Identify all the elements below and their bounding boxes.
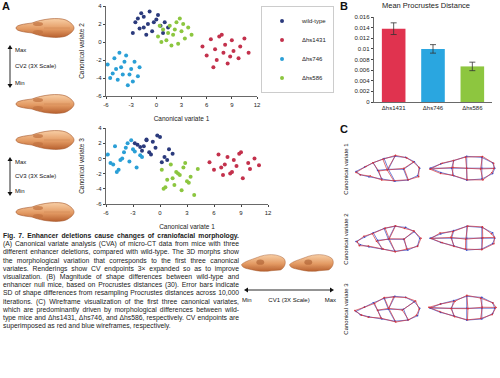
svg-text:6: 6 — [205, 102, 209, 108]
svg-text:-6: -6 — [96, 201, 102, 207]
svg-text:Canonical variate 1: Canonical variate 1 — [154, 115, 210, 122]
svg-text:0: 0 — [158, 210, 162, 216]
svg-text:0: 0 — [155, 102, 159, 108]
svg-text:Canonical variate 1: Canonical variate 1 — [343, 143, 349, 195]
svg-text:6: 6 — [212, 210, 216, 216]
svg-text:Min: Min — [15, 188, 25, 194]
svg-text:2: 2 — [98, 21, 102, 27]
svg-text:CV1 (3X Scale): CV1 (3X Scale) — [268, 297, 309, 303]
svg-text:Canonical variate 3: Canonical variate 3 — [343, 283, 349, 335]
svg-text:9: 9 — [230, 102, 234, 108]
svg-text:Min: Min — [15, 80, 25, 86]
svg-text:3: 3 — [185, 210, 189, 216]
svg-text:-3: -3 — [130, 210, 136, 216]
svg-text:4: 4 — [98, 125, 102, 131]
svg-text:Min: Min — [242, 297, 252, 303]
svg-text:Δhs746: Δhs746 — [423, 105, 444, 111]
svg-text:0.014: 0.014 — [354, 25, 370, 31]
svg-text:0.016: 0.016 — [354, 14, 370, 20]
svg-text:0: 0 — [98, 156, 102, 162]
svg-text:Δhs586: Δhs586 — [302, 75, 323, 81]
svg-text:0.006: 0.006 — [354, 67, 370, 73]
svg-text:CV2 (3X Scale): CV2 (3X Scale) — [15, 63, 56, 69]
svg-text:-2: -2 — [96, 171, 102, 177]
html-text:Fig. 7. Enhancer deletions cau: Fig. 7. Enhancer deletions cause changes… — [3, 232, 239, 239]
svg-text:-6: -6 — [103, 210, 109, 216]
svg-text:Max: Max — [325, 297, 336, 303]
svg-text:Max: Max — [15, 47, 26, 53]
svg-text:2: 2 — [98, 140, 102, 146]
svg-text:-3: -3 — [128, 102, 134, 108]
svg-text:12: 12 — [254, 102, 261, 108]
svg-text:Canonical variate 1: Canonical variate 1 — [159, 223, 215, 230]
svg-text:Δhs586: Δhs586 — [462, 105, 483, 111]
svg-text:0.01: 0.01 — [358, 46, 370, 52]
svg-text:wild-type: wild-type — [301, 18, 326, 24]
svg-text:12: 12 — [265, 210, 272, 216]
svg-text:3: 3 — [180, 102, 184, 108]
svg-text:Canonical variate 2: Canonical variate 2 — [78, 23, 85, 79]
svg-text:0: 0 — [366, 99, 370, 105]
svg-text:Canonical variate 2: Canonical variate 2 — [343, 213, 349, 265]
svg-text:Δhs746: Δhs746 — [302, 56, 323, 62]
svg-text:Canonical variate 3: Canonical variate 3 — [78, 138, 85, 194]
svg-text:0: 0 — [98, 39, 102, 45]
svg-text:Δhs1431: Δhs1431 — [382, 105, 406, 111]
svg-text:Δhs1431: Δhs1431 — [302, 37, 326, 43]
svg-text:4: 4 — [98, 3, 102, 9]
svg-text:-6: -6 — [96, 93, 102, 99]
html-text:(A) Canonical variate analysis: (A) Canonical variate analysis (CVA) of … — [3, 240, 239, 330]
svg-text:0.008: 0.008 — [354, 57, 370, 63]
html-text:C: C — [340, 123, 348, 135]
svg-text:-4: -4 — [96, 186, 102, 192]
svg-text:Max: Max — [15, 159, 26, 165]
html-text:B: B — [340, 0, 348, 12]
svg-text:-6: -6 — [103, 102, 109, 108]
svg-text:Mean Procrustes Distance: Mean Procrustes Distance — [382, 1, 470, 10]
svg-text:-2: -2 — [96, 57, 102, 63]
svg-text:0.012: 0.012 — [354, 35, 370, 41]
svg-text:9: 9 — [239, 210, 243, 216]
svg-text:CV3 (3X Scale): CV3 (3X Scale) — [15, 173, 56, 179]
svg-text:0.002: 0.002 — [354, 88, 370, 94]
svg-text:-4: -4 — [96, 75, 102, 81]
svg-text:0.004: 0.004 — [354, 78, 370, 84]
html-text:A: A — [2, 0, 10, 12]
